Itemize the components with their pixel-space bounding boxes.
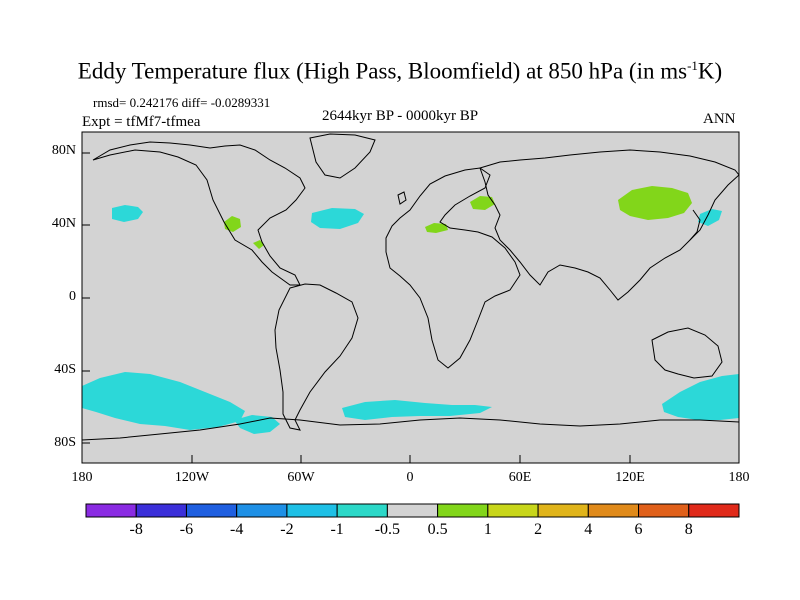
coast-asia [479, 149, 740, 301]
anomaly-south-pacific [82, 372, 245, 430]
anomaly-south-atlantic-indian [342, 400, 492, 420]
colorbar-swatch [587, 503, 640, 518]
anomaly-north-atlantic [311, 208, 364, 229]
colorbar-label: -1 [330, 521, 344, 538]
ytick-80s: 80S [54, 435, 76, 450]
colorbar-label: 0.5 [427, 521, 448, 538]
coast-europe-africa [385, 167, 521, 369]
colorbar-label: -4 [230, 521, 244, 538]
colorbar-swatch [135, 503, 187, 518]
colorbar-swatch [286, 503, 338, 518]
colorbar-label: -6 [179, 521, 194, 538]
colorbar-swatch [236, 503, 288, 518]
coastlines [81, 133, 740, 441]
xtick-180w: 180 [71, 470, 93, 485]
coast-australia [651, 327, 723, 379]
positive-anomaly-regions [224, 186, 692, 249]
colorbar-swatch [386, 503, 439, 518]
anomaly-gulf [253, 240, 264, 249]
anomaly-north-pacific [112, 205, 143, 222]
coast-greenland [309, 133, 376, 179]
colorbar-swatch [638, 503, 690, 518]
ytick-40s: 40S [54, 362, 76, 377]
xtick-60w: 60W [287, 470, 315, 485]
xtick-180e: 180 [728, 470, 750, 485]
title-text: Eddy Temperature flux (High Pass, Bloomf… [77, 58, 688, 84]
title-end-text: K) [697, 58, 723, 84]
coast-japan [689, 209, 701, 241]
colorbar-label: 2 [534, 521, 543, 538]
colorbar-swatch [487, 503, 539, 518]
tick-marks [81, 152, 740, 463]
xtick-120e: 120E [615, 470, 645, 485]
anomaly-eastern-europe [470, 196, 495, 210]
xtick-0: 0 [406, 470, 414, 485]
colorbar-swatch [185, 503, 238, 518]
colorbar-label: -0.5 [374, 521, 401, 538]
coast-british-isles [397, 191, 407, 205]
anomaly-drake-passage [234, 415, 280, 434]
rmsd-diff-label: rmsd= 0.242176 diff= -0.0289331 [93, 95, 271, 110]
colorbar-swatch [437, 503, 489, 518]
negative-anomaly-regions [82, 205, 739, 434]
colorbar-label: -2 [280, 521, 294, 538]
experiment-label: Expt = tfMf7-tfmea [82, 114, 201, 130]
colorbar-swatch [537, 503, 589, 518]
anomaly-mediterranean [425, 223, 448, 233]
coast-antarctica [81, 417, 740, 441]
xtick-120w: 120W [174, 470, 210, 485]
season-label: ANN [703, 111, 736, 127]
ytick-80n: 80N [51, 143, 76, 158]
colorbar-swatch [336, 503, 388, 518]
colorbar-label: 4 [584, 521, 593, 538]
ytick-40n: 40N [51, 216, 76, 231]
coast-south-america [274, 283, 359, 431]
map-title: Eddy Temperature flux (High Pass, Bloomf… [0, 58, 800, 85]
anomaly-southern-ocean-east [662, 374, 739, 420]
period-label: 2644kyr BP - 0000kyr BP [322, 108, 479, 124]
colorbar-swatch [85, 503, 137, 518]
coast-north-america [92, 141, 306, 286]
xtick-60e: 60E [508, 470, 532, 485]
colorbar-swatch [688, 503, 740, 518]
colorbar-label: -8 [129, 521, 143, 538]
anomaly-siberia [618, 186, 692, 220]
colorbar-label: 1 [483, 521, 492, 538]
title-superscript: -1 [687, 58, 698, 73]
colorbar-label: 6 [634, 521, 643, 538]
colorbar-label: 8 [684, 521, 693, 538]
ytick-0: 0 [69, 289, 76, 304]
